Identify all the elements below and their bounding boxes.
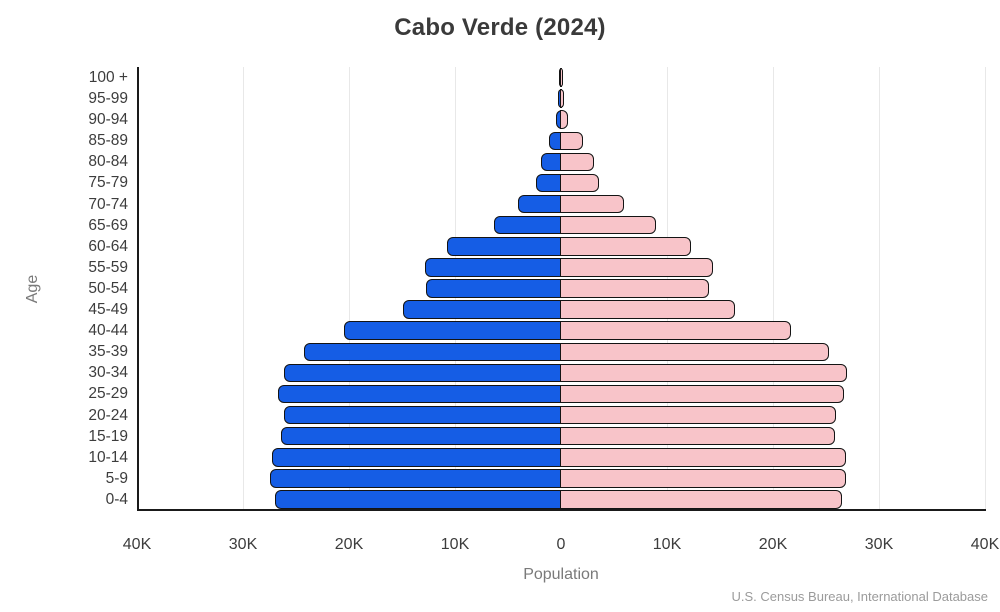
bar-male-65-69 [493, 215, 563, 235]
gridline-20K-left [348, 67, 350, 510]
bar-male-10-14 [272, 448, 563, 467]
bar-female-95-99 [559, 89, 564, 108]
population-tick-20K-left: 20K [334, 536, 364, 553]
bar-female-0-4 [559, 490, 843, 509]
population-tick-40K-left: 40K [122, 536, 152, 553]
age-tick-85-89: 85-89 [88, 132, 128, 150]
age-tick-5-9: 5-9 [105, 469, 128, 487]
age-tick-45-49: 45-49 [88, 301, 128, 319]
age-tick-20-24: 20-24 [88, 406, 128, 424]
bar-male-0-4 [275, 490, 563, 509]
age-tick-65-69: 65-69 [88, 216, 128, 234]
bar-female-85-89 [559, 131, 583, 151]
population-tick-20K-right: 20K [758, 536, 788, 553]
bar-female-80-84 [559, 152, 595, 172]
bar-male-60-64 [447, 237, 563, 256]
bar-male-30-34 [283, 363, 563, 383]
bar-female-65-69 [559, 215, 656, 235]
bar-female-90-94 [559, 110, 568, 129]
gridline-40K-right [984, 67, 986, 510]
age-tick-50-54: 50-54 [88, 279, 128, 297]
y-axis-line [137, 67, 139, 510]
bar-female-70-74 [559, 194, 624, 214]
x-axis-title: Population [523, 566, 599, 583]
bar-male-5-9 [270, 469, 563, 488]
population-tick-10K-right: 10K [652, 536, 682, 553]
bar-male-20-24 [283, 405, 563, 425]
bar-male-55-59 [424, 258, 563, 277]
bar-male-15-19 [280, 426, 563, 446]
bar-female-30-34 [559, 363, 847, 383]
bar-female-40-44 [559, 321, 792, 340]
age-tick-90-94: 90-94 [88, 111, 128, 129]
bar-female-15-19 [559, 426, 835, 446]
bar-male-75-79 [536, 173, 563, 193]
bar-male-45-49 [402, 300, 563, 319]
bar-female-5-9 [559, 469, 846, 488]
bar-female-25-29 [559, 384, 845, 404]
population-tick-30K-left: 30K [228, 536, 258, 553]
age-tick-15-19: 15-19 [88, 427, 128, 445]
bar-female-50-54 [559, 279, 709, 298]
gridline-30K-right [878, 67, 880, 510]
bar-female-60-64 [559, 237, 691, 256]
bar-female-35-39 [559, 342, 829, 362]
age-tick-10-14: 10-14 [88, 448, 128, 466]
bar-male-50-54 [425, 279, 563, 298]
bar-male-70-74 [518, 194, 563, 214]
source-attribution: U.S. Census Bureau, International Databa… [731, 589, 988, 604]
bar-female-55-59 [559, 258, 714, 277]
age-tick-80-84: 80-84 [88, 153, 128, 171]
age-tick-0-4: 0-4 [105, 490, 128, 508]
population-tick-40K-right: 40K [970, 536, 1000, 553]
plot-area [137, 67, 986, 510]
bar-male-40-44 [344, 321, 563, 340]
age-tick-25-29: 25-29 [88, 385, 128, 403]
population-tick-10K-left: 10K [440, 536, 470, 553]
bar-female-100+ [559, 68, 564, 87]
age-tick-95-99: 95-99 [88, 90, 128, 108]
x-axis-line [137, 509, 986, 511]
age-tick-100+: 100 + [88, 69, 128, 86]
population-tick-30K-right: 30K [864, 536, 894, 553]
bar-female-75-79 [559, 173, 599, 193]
age-tick-30-34: 30-34 [88, 364, 128, 382]
bar-male-25-29 [277, 384, 563, 404]
age-tick-60-64: 60-64 [88, 237, 128, 255]
gridline-30K-left [242, 67, 244, 510]
bar-male-35-39 [304, 342, 563, 362]
bar-female-45-49 [559, 300, 736, 319]
age-tick-55-59: 55-59 [88, 258, 128, 276]
age-tick-35-39: 35-39 [88, 343, 128, 361]
bar-female-10-14 [559, 448, 846, 467]
gridline-20K-right [772, 67, 774, 510]
bar-female-20-24 [559, 405, 836, 425]
age-tick-70-74: 70-74 [88, 195, 128, 213]
population-tick-0: 0 [556, 536, 566, 553]
age-tick-40-44: 40-44 [88, 322, 128, 340]
age-tick-75-79: 75-79 [88, 174, 128, 192]
chart-title: Cabo Verde (2024) [394, 14, 606, 41]
